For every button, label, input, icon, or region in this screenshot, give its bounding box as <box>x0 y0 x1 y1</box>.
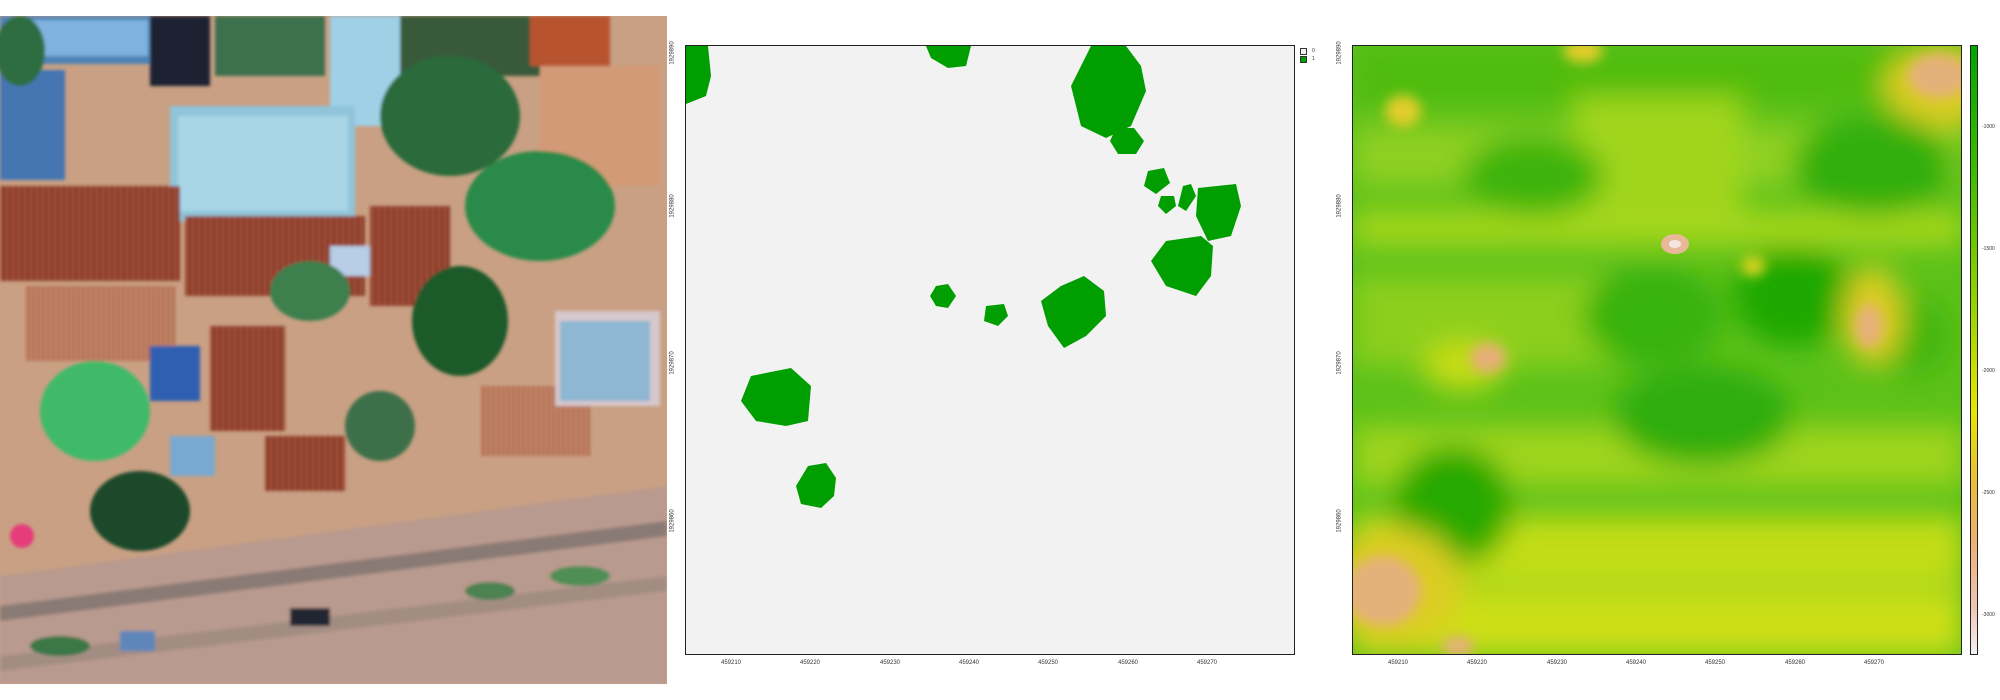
continuous-map-panel: -1000 -1500 -2000 -2500 -3000 459210 459… <box>1335 0 2000 700</box>
classification-map-panel: 0 1 459210 459220 459230 459240 459250 4… <box>668 0 1334 700</box>
patch <box>1071 46 1146 138</box>
x-tick-label: 459230 <box>1547 660 1568 666</box>
legend-swatch <box>1300 47 1307 55</box>
legend-item: 0 <box>1300 47 1315 55</box>
patch <box>984 304 1008 326</box>
x-tick-label: 459210 <box>721 660 742 666</box>
legend: 0 1 <box>1300 47 1315 63</box>
colorbar-tick-label: -2000 <box>1982 368 1995 374</box>
aerial-image <box>0 16 667 684</box>
x-tick-label: 459250 <box>1038 660 1059 666</box>
patch <box>1151 236 1213 296</box>
x-tick-label: 459240 <box>959 660 980 666</box>
y-tick-label: 1929880 <box>669 194 676 218</box>
patch <box>930 284 956 308</box>
patch <box>686 46 711 104</box>
patch <box>1110 128 1144 154</box>
patch <box>741 368 811 426</box>
colorbar-tick-label: -1500 <box>1982 246 1995 252</box>
colorbar-tick-label: -3000 <box>1982 612 1995 618</box>
x-tick-label: 459260 <box>1118 660 1139 666</box>
colorbar <box>1970 45 1978 655</box>
x-tick-label: 459270 <box>1864 660 1885 666</box>
x-tick-label: 459230 <box>880 660 901 666</box>
y-tick-label: 1929860 <box>1336 509 1343 533</box>
patch <box>796 463 836 508</box>
y-tick-label: 1929880 <box>1336 194 1343 218</box>
legend-label: 0 <box>1312 48 1315 54</box>
y-tick-label: 1929860 <box>669 509 676 533</box>
colorbar-tick-label: -2500 <box>1982 490 1995 496</box>
y-tick-label: 1929890 <box>1336 41 1343 65</box>
y-tick-label: 1929870 <box>669 351 676 375</box>
x-tick-label: 459270 <box>1197 660 1218 666</box>
x-tick-label: 459220 <box>800 660 821 666</box>
patch <box>1196 184 1241 241</box>
vegetation-patches <box>686 46 1241 508</box>
patch <box>1178 184 1196 211</box>
x-tick-label: 459220 <box>1467 660 1488 666</box>
patch <box>1158 196 1176 214</box>
y-tick-label: 1929870 <box>1336 351 1343 375</box>
patch <box>1041 276 1106 348</box>
x-tick-label: 459250 <box>1705 660 1726 666</box>
legend-label: 1 <box>1312 56 1315 62</box>
patch <box>926 46 971 68</box>
colorbar-tick-label: -1000 <box>1982 124 1995 130</box>
x-tick-label: 459210 <box>1388 660 1409 666</box>
legend-swatch <box>1300 55 1307 63</box>
continuous-surface <box>1353 46 1961 654</box>
x-tick-label: 459240 <box>1626 660 1647 666</box>
continuous-raster <box>1352 45 1962 655</box>
x-tick-label: 459260 <box>1785 660 1806 666</box>
y-tick-label: 1929890 <box>669 41 676 65</box>
classification-raster <box>685 45 1295 655</box>
aerial-image-panel <box>0 16 667 684</box>
patch <box>1144 168 1170 194</box>
legend-item: 1 <box>1300 55 1315 63</box>
